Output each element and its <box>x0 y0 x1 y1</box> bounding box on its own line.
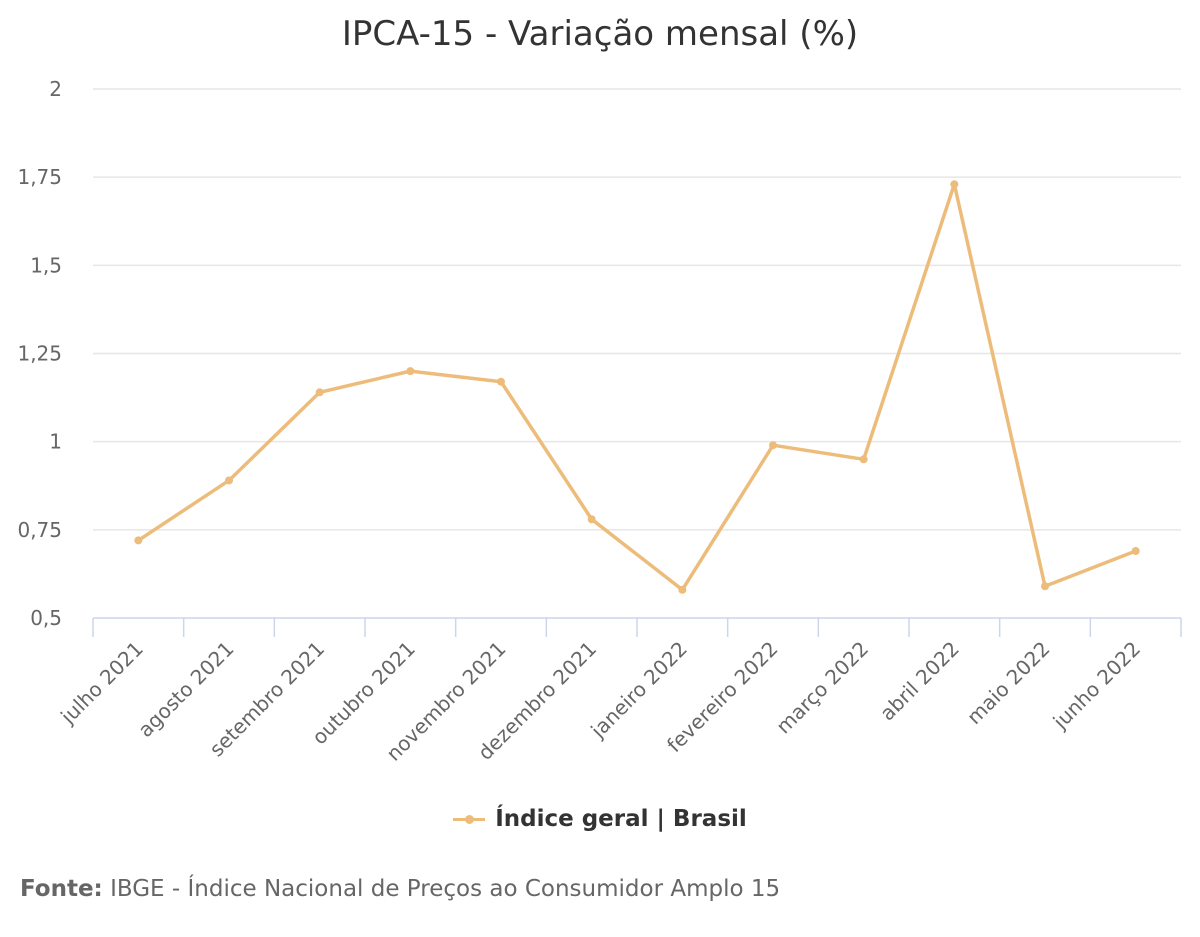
data-point <box>315 388 324 397</box>
series <box>134 180 1140 594</box>
y-axis-ticks: 0,5 0,75 1 1,25 1,5 1,75 2 <box>17 77 62 630</box>
gridlines <box>93 88 1181 531</box>
y-tick-label: 0,5 <box>30 606 62 630</box>
data-point <box>1131 546 1140 555</box>
x-tick-label: abril 2022 <box>875 637 964 726</box>
chart-title: IPCA-15 - Variação mensal (%) <box>341 14 859 54</box>
y-tick-label: 1,25 <box>17 342 62 366</box>
legend-label: Índice geral | Brasil <box>495 806 747 832</box>
data-point <box>406 367 415 376</box>
x-tick-label: junho 2022 <box>1048 637 1146 735</box>
data-point <box>678 585 687 594</box>
y-tick-label: 1,75 <box>17 165 62 189</box>
data-point <box>587 515 596 524</box>
legend-swatch <box>453 809 486 829</box>
y-tick-label: 2 <box>49 77 62 101</box>
data-point <box>1041 582 1049 591</box>
data-point <box>769 441 777 450</box>
data-point <box>134 536 143 545</box>
data-point <box>950 180 959 189</box>
source-text: IBGE - Índice Nacional de Preços ao Cons… <box>110 876 781 902</box>
y-tick-label: 1 <box>49 430 62 454</box>
y-tick-label: 0,75 <box>17 518 62 542</box>
data-point <box>859 455 868 464</box>
source-note: Fonte: IBGE - Índice Nacional de Preços … <box>20 876 780 902</box>
legend-marker <box>465 815 475 824</box>
legend[interactable]: Índice geral | Brasil <box>0 806 1200 832</box>
data-point <box>225 476 233 485</box>
y-tick-label: 1,5 <box>30 253 62 277</box>
series-line <box>136 182 1138 592</box>
x-tick-label: julho 2021 <box>55 637 148 730</box>
source-label: Fonte: <box>20 876 103 902</box>
x-tick-label: março 2022 <box>771 637 873 739</box>
data-point <box>497 377 505 386</box>
x-tick-label: maio 2022 <box>962 637 1054 729</box>
